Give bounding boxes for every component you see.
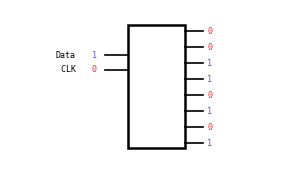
Text: Data: Data <box>56 51 76 59</box>
Text: 1: 1 <box>207 106 212 115</box>
Text: 0: 0 <box>207 27 212 35</box>
Bar <box>128 25 185 148</box>
Text: 0: 0 <box>207 91 212 100</box>
Text: 1: 1 <box>207 139 212 148</box>
Text: CLK: CLK <box>56 66 76 75</box>
Text: 1: 1 <box>207 58 212 67</box>
Text: 0: 0 <box>92 66 97 75</box>
Text: 1: 1 <box>207 75 212 83</box>
Text: 0: 0 <box>207 123 212 131</box>
Text: 1: 1 <box>92 51 97 59</box>
Text: 0: 0 <box>207 42 212 52</box>
